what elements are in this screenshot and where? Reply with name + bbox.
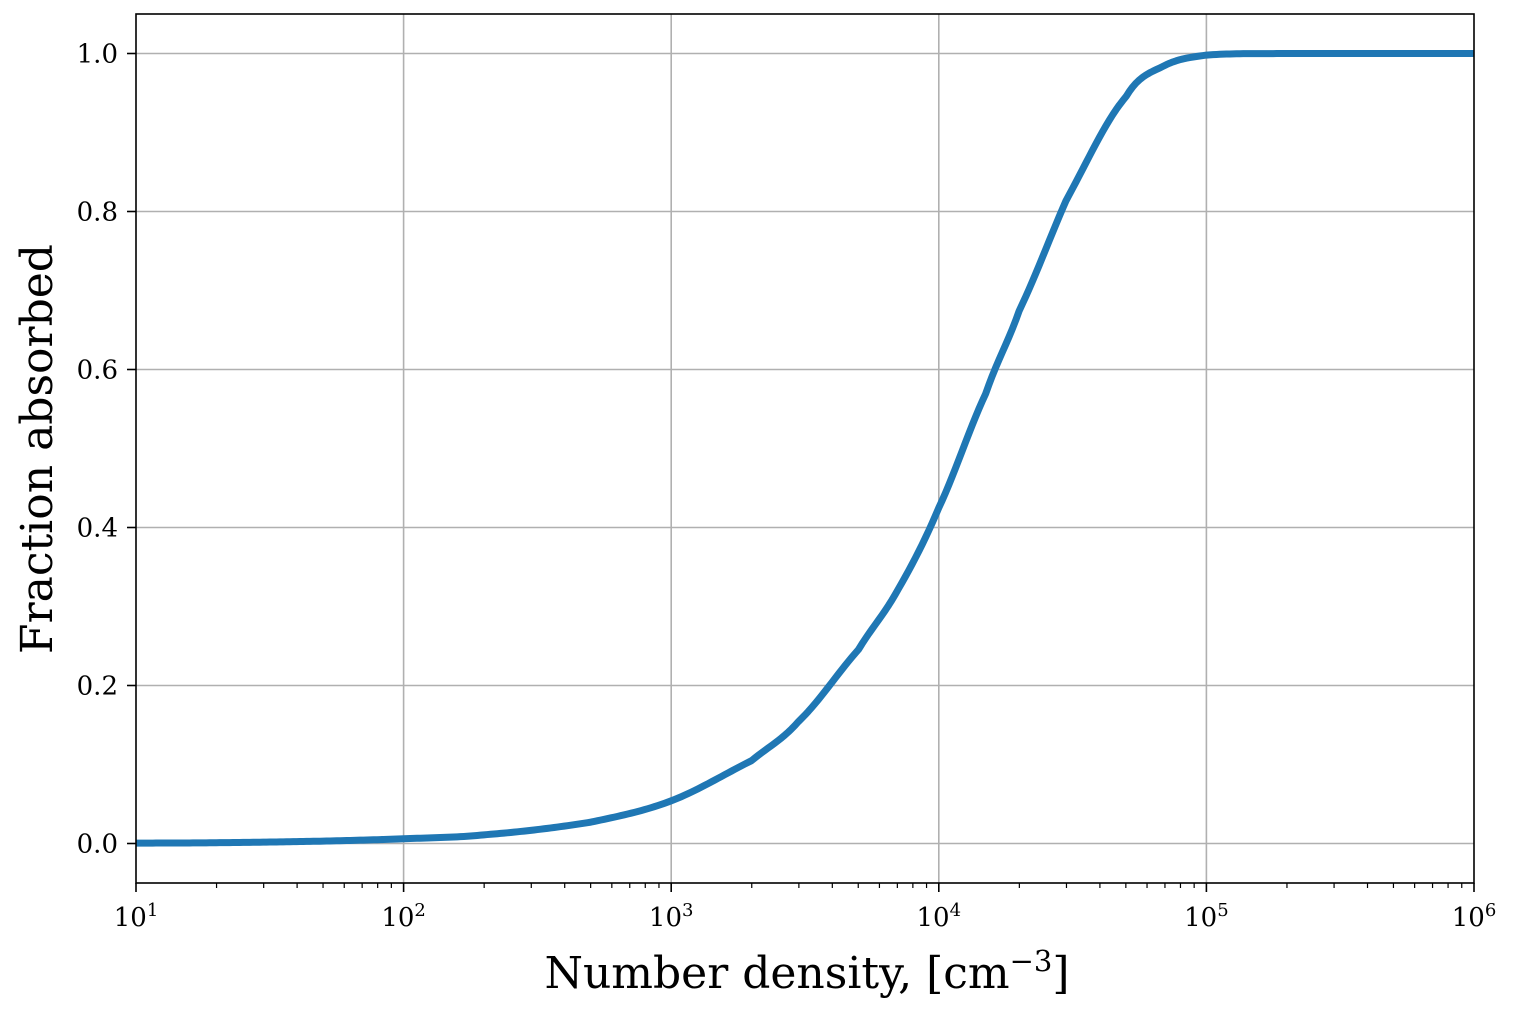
- y-tick-label: 0.6: [77, 356, 118, 386]
- x-tick-label: 103: [649, 900, 694, 934]
- x-tick-label: 102: [381, 900, 426, 934]
- x-tick-label: 105: [1184, 900, 1229, 934]
- x-tick-label: 106: [1452, 900, 1497, 934]
- series-line: [135, 50, 1475, 847]
- x-tick-base: 10: [381, 903, 414, 933]
- x-tick-base: 10: [1184, 903, 1217, 933]
- x-axis-title-main: Number density, [cm: [544, 948, 1009, 999]
- x-tick-labels: 101 102 103 104 105 106: [114, 900, 1497, 934]
- x-tick-exponent: 5: [1217, 900, 1228, 921]
- x-tick-exponent: 4: [950, 900, 961, 921]
- x-axis-title: Number density, [cm−3]: [544, 944, 1069, 999]
- x-tick-exponent: 3: [682, 900, 693, 921]
- y-tick-label: 1.0: [77, 40, 118, 70]
- x-tick-base: 10: [114, 903, 147, 933]
- y-tick-label: 0.2: [77, 672, 118, 702]
- x-tick-base: 10: [1452, 903, 1485, 933]
- y-axis-title: Fraction absorbed: [12, 244, 63, 654]
- y-tick-label: 0.0: [77, 830, 118, 860]
- series-layer: [135, 50, 1475, 847]
- x-tick-label: 104: [917, 900, 962, 934]
- x-tick-base: 10: [649, 903, 682, 933]
- x-tick-label: 101: [114, 900, 159, 934]
- x-tick-exponent: 2: [414, 900, 425, 921]
- y-tick-label: 0.4: [77, 514, 118, 544]
- grid-lines: [136, 14, 1474, 883]
- x-tick-exponent: 6: [1485, 900, 1496, 921]
- x-tick-base: 10: [917, 903, 950, 933]
- plot-frame: [135, 13, 1475, 884]
- x-axis-title-superscript: −3: [1010, 944, 1053, 978]
- x-tick-exponent: 1: [147, 900, 158, 921]
- y-tick-labels: 0.0 0.2 0.4 0.6 0.8 1.0: [77, 40, 118, 860]
- x-minor-ticks: [215, 883, 1463, 888]
- axis-ticks: [127, 52, 1475, 892]
- x-axis-title-suffix: ]: [1052, 948, 1069, 999]
- y-tick-label: 0.8: [77, 198, 118, 228]
